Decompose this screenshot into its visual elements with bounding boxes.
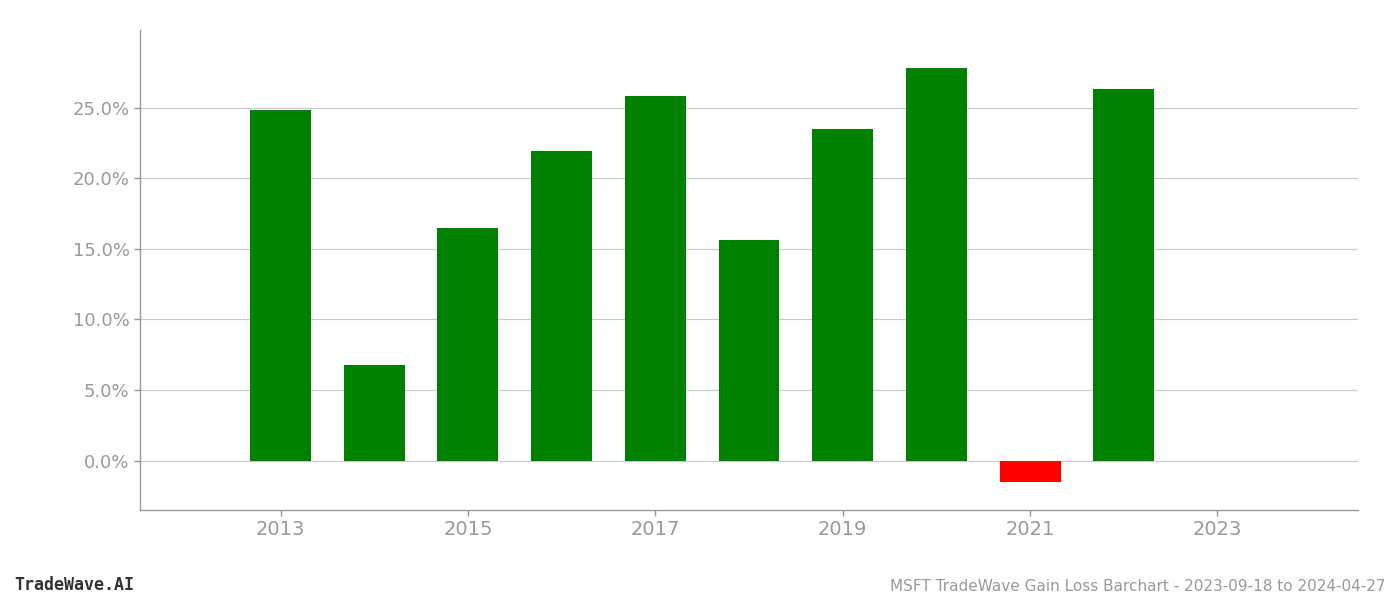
Text: TradeWave.AI: TradeWave.AI [14,576,134,594]
Bar [344,365,405,461]
Bar [906,68,967,461]
Text: MSFT TradeWave Gain Loss Barchart - 2023-09-18 to 2024-04-27: MSFT TradeWave Gain Loss Barchart - 2023… [890,579,1386,594]
Bar [812,129,874,461]
Bar [1000,461,1061,482]
Bar [624,97,686,461]
Bar [718,241,780,461]
Bar [437,227,498,461]
Bar [1093,89,1154,461]
Bar [251,110,311,461]
Bar [531,151,592,461]
